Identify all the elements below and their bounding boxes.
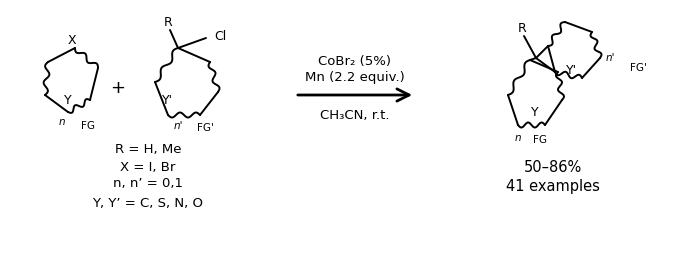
Text: Cl: Cl: [214, 29, 226, 42]
Text: 41 examples: 41 examples: [506, 179, 600, 193]
Text: FG': FG': [197, 123, 214, 133]
Text: Y: Y: [64, 94, 72, 107]
Text: FG': FG': [630, 63, 647, 73]
Text: n: n: [58, 117, 65, 127]
Text: n, n’ = 0,1: n, n’ = 0,1: [113, 178, 183, 191]
Text: CH₃CN, r.t.: CH₃CN, r.t.: [320, 108, 390, 121]
Text: R: R: [164, 16, 172, 29]
Text: FG: FG: [81, 121, 95, 131]
Text: X = I, Br: X = I, Br: [120, 160, 175, 173]
Text: X: X: [68, 34, 76, 47]
Text: 50–86%: 50–86%: [524, 160, 582, 176]
Text: +: +: [110, 79, 126, 97]
Text: Y, Y’ = C, S, N, O: Y, Y’ = C, S, N, O: [92, 198, 203, 211]
Text: FG: FG: [533, 135, 547, 145]
Text: Y: Y: [531, 106, 539, 119]
Text: R: R: [517, 22, 526, 35]
Text: CoBr₂ (5%): CoBr₂ (5%): [318, 55, 392, 68]
Text: n': n': [173, 121, 183, 131]
Text: n': n': [605, 53, 615, 63]
Text: Y': Y': [566, 63, 577, 76]
Text: n: n: [515, 133, 522, 143]
Text: Y': Y': [163, 94, 173, 107]
Text: R = H, Me: R = H, Me: [115, 144, 182, 157]
Text: Mn (2.2 equiv.): Mn (2.2 equiv.): [305, 72, 405, 84]
